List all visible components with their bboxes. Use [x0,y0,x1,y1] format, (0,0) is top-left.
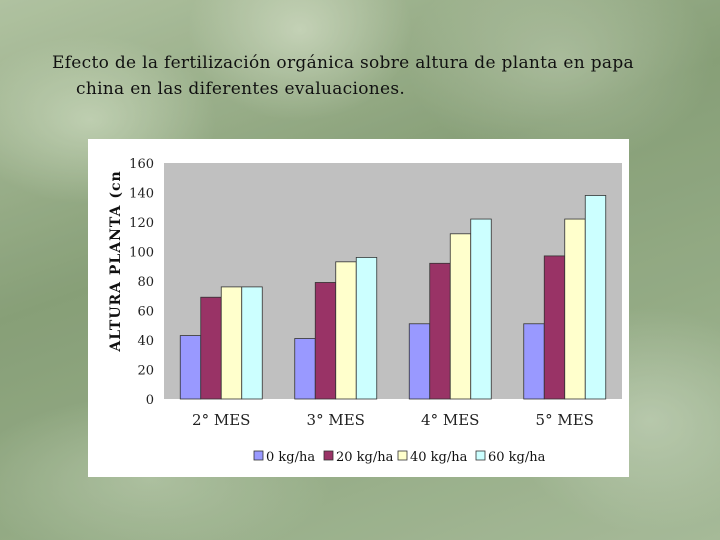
bars [179,195,607,400]
legend: 0 kg/ha 20 kg/ha 40 kg/ha 60 kg/ha [253,450,546,465]
x-tick-label: 5° MES [536,411,594,429]
y-tick-label: 0 [146,393,154,408]
bar [564,218,586,400]
legend-swatch [475,450,486,461]
x-tick-label: 2° MES [192,411,250,429]
y-axis-label: ALTURA PLANTA (cn [108,170,124,352]
y-tick-label: 120 [129,216,154,231]
legend-swatch [397,450,408,461]
bar [470,218,492,400]
legend-swatch [253,450,264,461]
bar [355,257,378,400]
legend-label: 60 kg/ha [488,450,546,465]
bar [543,255,566,400]
slide-title: Efecto de la fertilización orgánica sobr… [52,50,692,102]
title-line-2: china en las diferentes evaluaciones. [76,79,406,99]
y-tick-label: 40 [137,334,154,349]
legend-label: 0 kg/ha [266,450,315,465]
bar [241,286,263,400]
y-tick-label: 80 [137,275,154,290]
bar [200,296,222,400]
y-axis-ticks: 0 20 40 60 80 100 120 140 160 [129,157,154,408]
bar [220,286,243,400]
y-tick-label: 100 [129,246,154,261]
legend-label: 20 kg/ha [336,450,394,465]
bar [179,335,202,400]
bar [429,262,451,400]
bar [523,323,545,400]
bar [408,323,431,400]
x-axis-labels: 2° MES 3° MES 4° MES 5° MES [192,411,594,429]
y-tick-label: 20 [137,364,154,379]
bar [314,282,337,400]
y-tick-label: 160 [129,157,154,172]
x-tick-label: 4° MES [421,411,479,429]
y-tick-label: 140 [129,187,154,202]
bar-chart: 0 20 40 60 80 100 120 140 160 2° MES 3° MES 4° MES… [108,157,622,465]
chart-panel: 0 20 40 60 80 100 120 140 160 2° MES 3° MES 4° MES… [88,139,629,477]
bar [449,233,472,400]
bar [584,195,607,400]
legend-swatch [323,450,334,461]
x-tick-label: 3° MES [307,411,365,429]
title-line-1: Efecto de la fertilización orgánica sobr… [52,53,634,73]
y-tick-label: 60 [137,305,154,320]
bar [294,338,316,400]
bar [335,261,357,400]
legend-label: 40 kg/ha [410,450,468,465]
